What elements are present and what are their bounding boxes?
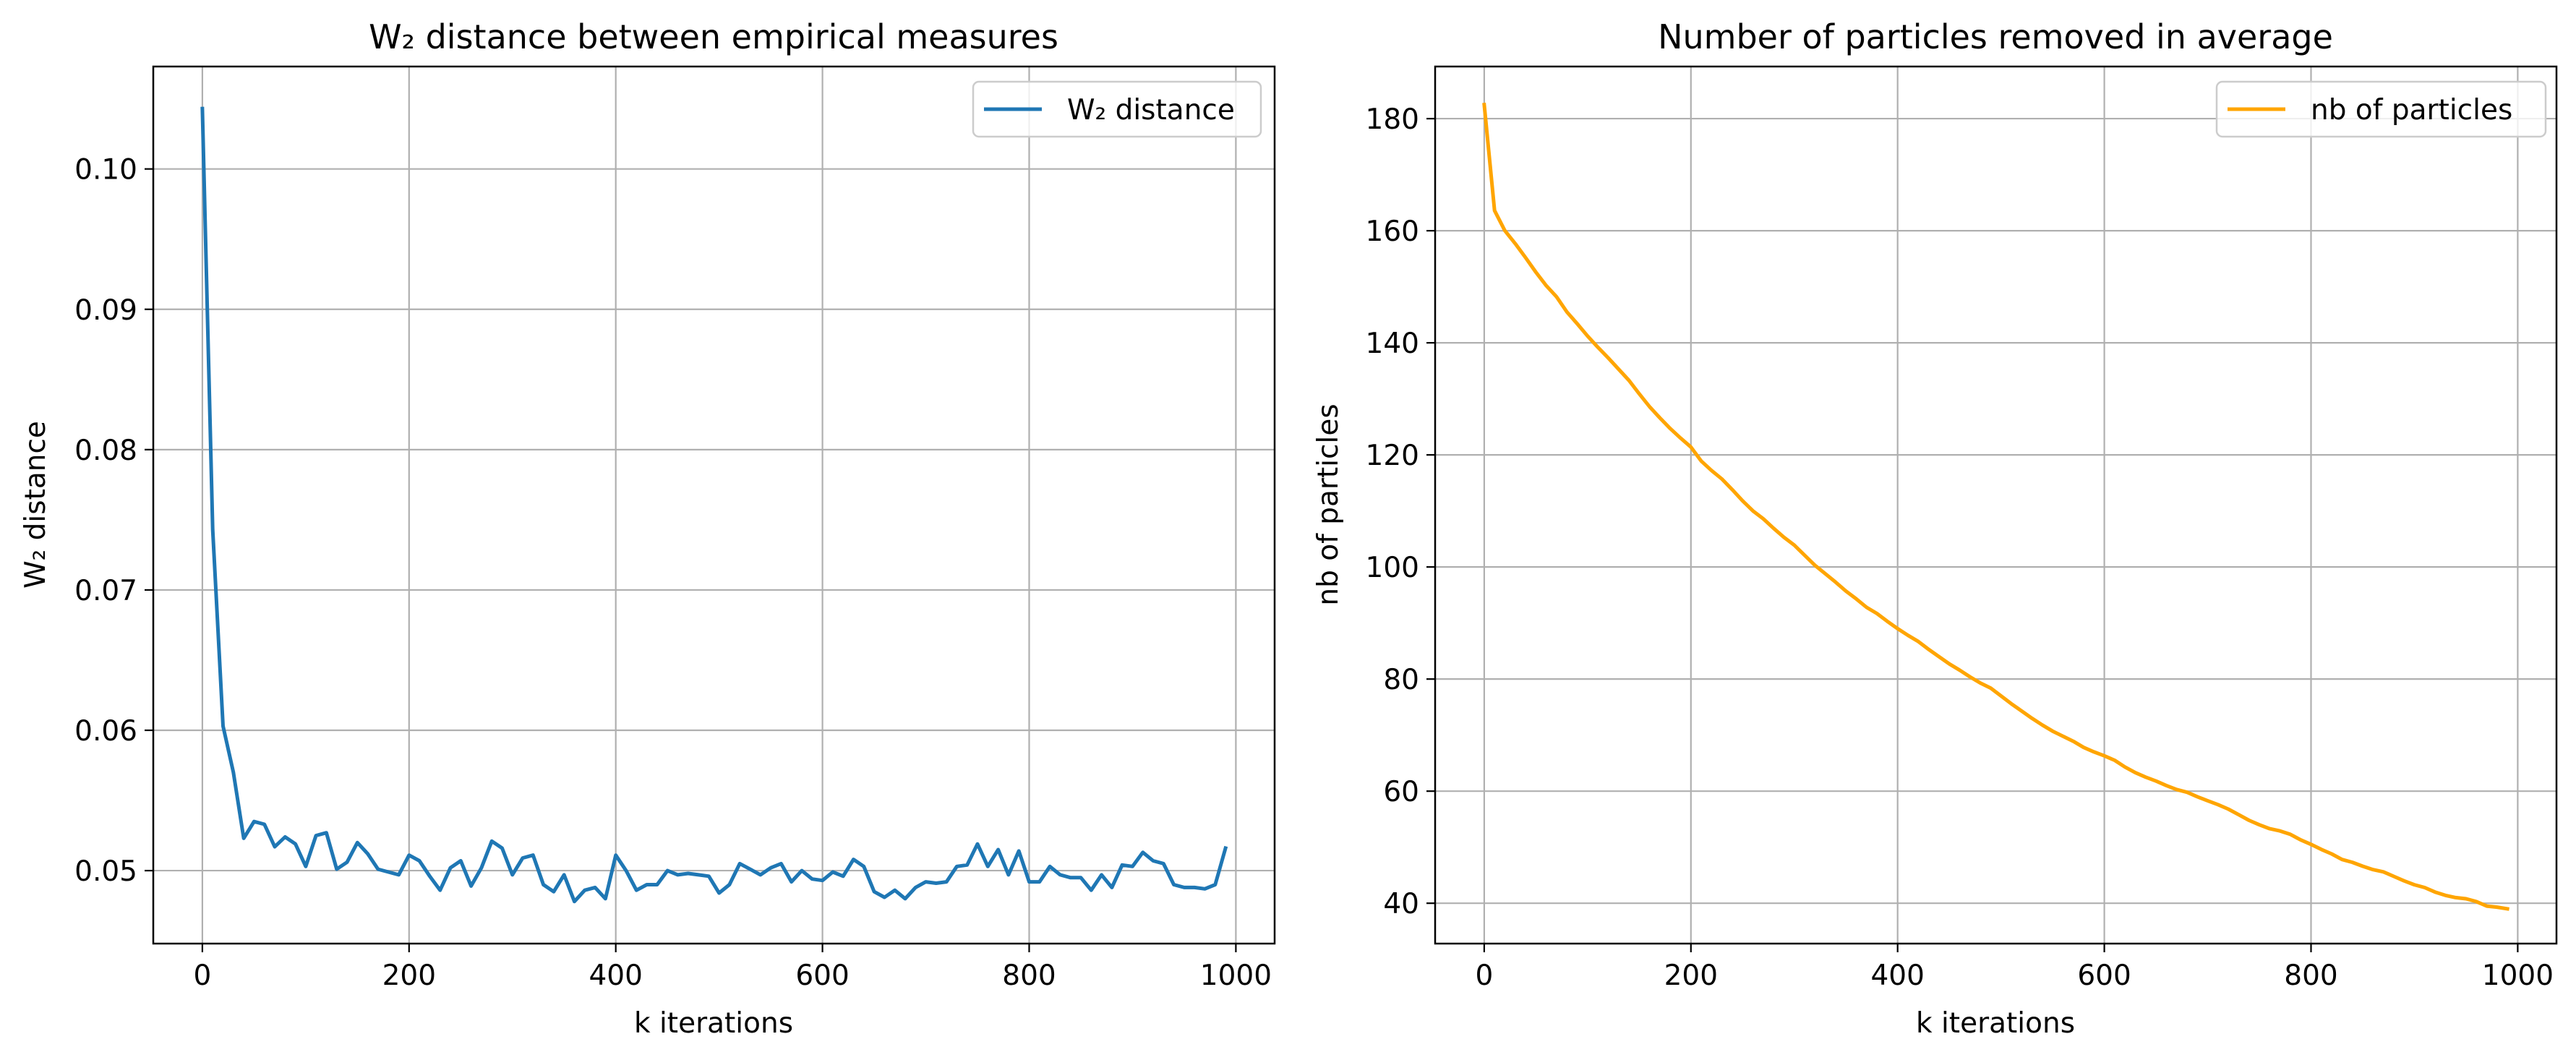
right-x-ticks: 0 200 400 600 800 1000 bbox=[1475, 944, 2554, 992]
right-axes-frame bbox=[1434, 65, 2558, 945]
right-chart-title: Number of particles removed in average bbox=[1658, 17, 2333, 56]
left-series-path bbox=[200, 106, 1228, 904]
left-x-tick-label: 200 bbox=[382, 959, 436, 992]
right-y-tick-label: 180 bbox=[1366, 103, 1419, 136]
right-legend: nb of particles bbox=[2215, 80, 2547, 138]
right-legend-box bbox=[2215, 80, 2547, 138]
left-legend-label: W₂ distance bbox=[1067, 94, 1235, 127]
left-x-tick-label: 400 bbox=[589, 959, 642, 992]
right-y-tick-label: 120 bbox=[1366, 440, 1419, 472]
left-y-tick-label: 0.08 bbox=[74, 435, 137, 467]
right-x-tick-label: 400 bbox=[1870, 959, 1924, 992]
left-grid bbox=[153, 67, 1275, 944]
left-x-tick-label: 0 bbox=[193, 959, 211, 992]
right-y-ticks: 40 60 80 100 120 140 160 180 bbox=[1366, 103, 1435, 920]
right-x-tick-label: 1000 bbox=[2482, 959, 2554, 992]
left-legend-box bbox=[972, 80, 1262, 138]
left-x-tick-label: 600 bbox=[795, 959, 849, 992]
right-y-tick-label: 100 bbox=[1366, 552, 1419, 584]
left-series-line bbox=[200, 106, 1228, 904]
left-x-tick-label: 1000 bbox=[1200, 959, 1272, 992]
right-series-path bbox=[1482, 102, 2509, 911]
left-y-tick-label: 0.09 bbox=[74, 294, 137, 327]
right-grid bbox=[1435, 67, 2556, 944]
left-y-tick-label: 0.05 bbox=[74, 855, 137, 888]
right-x-tick-label: 0 bbox=[1475, 959, 1493, 992]
right-x-tick-label: 800 bbox=[2284, 959, 2337, 992]
right-y-tick-label: 160 bbox=[1366, 215, 1419, 248]
right-y-axis-label: nb of particles bbox=[1312, 403, 1345, 605]
right-x-tick-label: 200 bbox=[1664, 959, 1718, 992]
left-legend: W₂ distance bbox=[972, 80, 1262, 138]
right-y-tick-label: 40 bbox=[1383, 888, 1419, 920]
right-series-line bbox=[1482, 102, 2509, 911]
left-y-tick-label: 0.06 bbox=[74, 715, 137, 748]
left-axes-frame bbox=[152, 65, 1276, 945]
right-subplot: Number of particles removed in average 0… bbox=[1312, 17, 2558, 1040]
right-y-tick-label: 80 bbox=[1383, 664, 1419, 696]
right-y-tick-label: 60 bbox=[1383, 776, 1419, 808]
left-chart-title: W₂ distance between empirical measures bbox=[369, 17, 1058, 56]
left-x-tick-label: 800 bbox=[1002, 959, 1056, 992]
left-y-ticks: 0.05 0.06 0.07 0.08 0.09 0.10 bbox=[74, 154, 153, 888]
left-y-axis-label: W₂ distance bbox=[20, 421, 52, 589]
right-legend-label: nb of particles bbox=[2311, 94, 2512, 127]
right-x-axis-label: k iterations bbox=[1916, 1007, 2075, 1040]
left-x-ticks: 0 200 400 600 800 1000 bbox=[193, 944, 1272, 992]
right-x-tick-label: 600 bbox=[2077, 959, 2131, 992]
left-y-tick-label: 0.10 bbox=[74, 154, 137, 187]
left-x-axis-label: k iterations bbox=[634, 1007, 793, 1040]
left-y-tick-label: 0.07 bbox=[74, 575, 137, 607]
right-y-tick-label: 140 bbox=[1366, 328, 1419, 360]
left-subplot: W₂ distance between empirical measures 0… bbox=[20, 17, 1276, 1040]
